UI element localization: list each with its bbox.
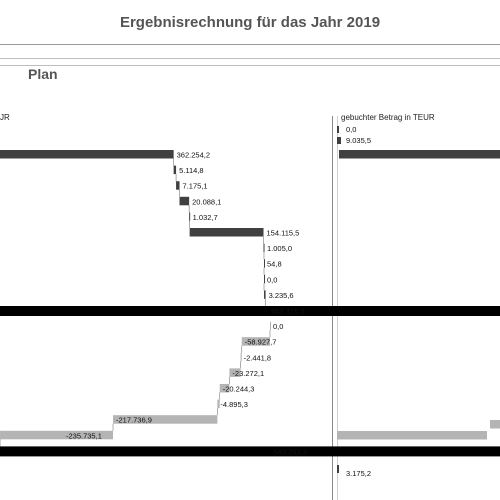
plan-value-label: 1.005,0 <box>267 244 292 253</box>
plan-value-label: -217.736,9 <box>116 416 152 425</box>
plan-bar <box>0 306 500 316</box>
plan-value-label: -563.253,3 <box>271 447 307 456</box>
plan-value-label: -4.895,3 <box>220 400 248 409</box>
plan-value-label: 0,0 <box>273 322 283 331</box>
plan-value-label: 54,8 <box>267 260 282 269</box>
booked-bar <box>339 150 500 159</box>
left-unit-label: JR <box>0 113 10 122</box>
right-column-header: gebuchter Betrag in TEUR <box>341 113 435 122</box>
booked-value-label: 3.175,2 <box>346 469 371 478</box>
booked-value-label: 0,0 <box>346 125 356 134</box>
plan-value-label: 154.115,5 <box>267 229 300 238</box>
chart-title: Ergebnisrechnung für das Jahr 2019 <box>0 0 500 45</box>
plan-value-label: -23.272,1 <box>232 369 264 378</box>
plan-bar <box>229 368 241 377</box>
booked-bar <box>337 465 339 473</box>
plan-bar <box>179 196 190 206</box>
plan-bar <box>173 165 177 175</box>
plan-value-label: -58.927,7 <box>245 338 277 347</box>
plan-bar <box>264 274 266 284</box>
plan-value-label: 3.235,6 <box>269 291 294 300</box>
booked-bar <box>490 420 500 429</box>
booked-bar <box>337 137 341 144</box>
plan-bar <box>189 212 191 221</box>
plan-bar <box>0 446 500 457</box>
plan-value-label: 1.032,7 <box>193 213 218 222</box>
booked-bar <box>337 126 339 133</box>
plan-bar <box>0 150 174 159</box>
plan-bar <box>217 399 220 409</box>
plan-value-label: -20.244,3 <box>223 385 255 394</box>
plan-value-label: -2.441,8 <box>244 353 272 362</box>
plan-bar <box>219 384 230 393</box>
panel-label-plan: Plan <box>28 66 58 82</box>
plan-value-label: 20.088,1 <box>192 197 221 206</box>
booked-value-label: 9.035,5 <box>346 136 371 145</box>
booked-bar <box>337 431 487 440</box>
plan-value-label: 362.254,2 <box>177 151 210 160</box>
plan-bar <box>113 415 218 424</box>
plan-bar <box>189 228 264 237</box>
plan-value-label: 563.325,0 <box>271 307 304 316</box>
plan-value-label: 5.114,8 <box>179 166 203 175</box>
plan-value-label: 7.175,1 <box>183 182 208 191</box>
plan-value-label: -235.735,1 <box>66 431 102 440</box>
plan-bar <box>263 243 265 253</box>
plan-bar <box>176 181 180 190</box>
plan-bar <box>0 430 114 440</box>
plan-bar <box>241 337 270 346</box>
plan-bar <box>270 321 271 331</box>
plan-value-label: 0,0 <box>267 275 277 284</box>
plan-bar <box>240 352 242 362</box>
header-band <box>0 58 500 66</box>
plan-bar <box>264 290 266 299</box>
plan-bar <box>263 259 265 268</box>
